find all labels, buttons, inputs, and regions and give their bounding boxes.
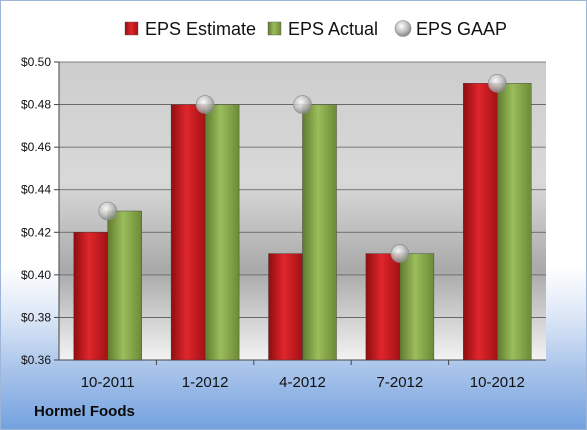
legend-label: EPS GAAP — [416, 19, 507, 39]
x-tick-label: 10-2011 — [81, 374, 135, 391]
y-tick-label: $0.40 — [21, 268, 51, 282]
y-tick-label: $0.36 — [21, 353, 51, 367]
gaap-legend-marker — [394, 20, 412, 37]
estimate-legend-swatch — [124, 21, 139, 36]
eps-estimate-bar — [73, 232, 108, 361]
eps-gaap-marker — [390, 244, 410, 263]
eps-actual-bar — [204, 104, 240, 361]
legend-label: EPS Actual — [288, 19, 378, 39]
eps-actual-bar — [107, 210, 142, 361]
eps-estimate-bar — [463, 83, 498, 361]
x-tick-label: 1-2012 — [182, 374, 229, 391]
eps-gaap-marker — [98, 201, 117, 221]
eps-estimate-bar — [365, 253, 401, 361]
eps-actual-bar — [302, 104, 337, 361]
eps-estimate-bar — [170, 104, 206, 361]
y-tick-label: $0.44 — [21, 183, 51, 197]
eps-actual-bar — [497, 83, 532, 361]
x-tick-label: 10-2012 — [470, 374, 525, 391]
y-tick-label: $0.50 — [21, 55, 51, 69]
x-tick-label: 4-2012 — [279, 374, 326, 391]
eps-gaap-marker — [487, 73, 507, 93]
eps-estimate-bar — [268, 253, 303, 361]
legend-label: EPS Estimate — [145, 19, 256, 39]
actual-legend-swatch — [267, 21, 282, 36]
y-tick-label: $0.42 — [21, 225, 51, 239]
company-name: Hormel Foods — [34, 403, 135, 420]
eps-gaap-marker — [293, 95, 312, 114]
y-tick-label: $0.38 — [21, 310, 51, 324]
x-tick-label: 7-2012 — [377, 374, 424, 391]
y-tick-label: $0.46 — [21, 140, 51, 154]
y-tick-label: $0.48 — [21, 98, 51, 112]
eps-gaap-marker — [195, 95, 215, 114]
eps-actual-bar — [399, 253, 435, 361]
